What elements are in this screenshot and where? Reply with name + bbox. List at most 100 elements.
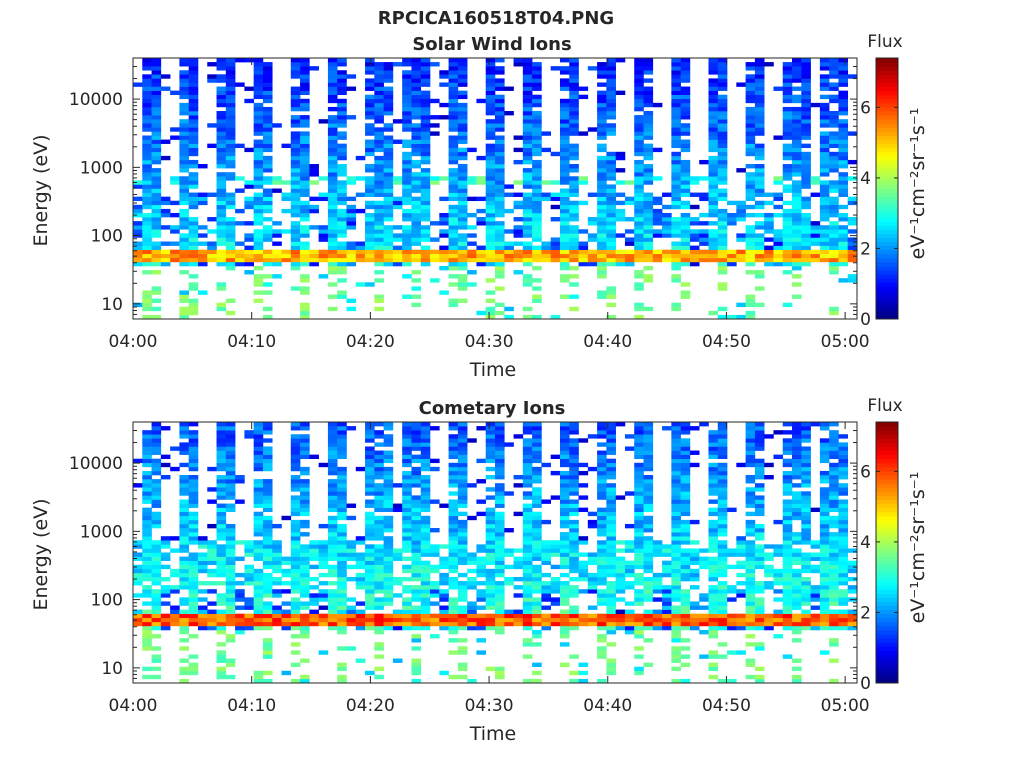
heatmap-cell (745, 625, 756, 631)
heatmap-cell (597, 70, 607, 75)
heatmap-cell (513, 613, 524, 619)
heatmap-cell (262, 217, 273, 222)
heatmap-cell (792, 568, 802, 574)
heatmap-cell (643, 662, 654, 667)
heatmap-cell (253, 617, 264, 623)
heatmap-cell (624, 617, 635, 623)
heatmap-cell (671, 200, 681, 206)
heatmap-cell (717, 654, 728, 659)
heatmap-cell (457, 487, 468, 492)
heatmap-cell (522, 249, 533, 255)
heatmap-cell (346, 176, 357, 181)
heatmap-cell (819, 511, 830, 517)
heatmap-cell (411, 548, 422, 553)
heatmap-cell (699, 192, 709, 197)
heatmap-cell (838, 139, 849, 144)
heatmap-cell (281, 143, 292, 149)
heatmap-cell (532, 572, 542, 578)
heatmap-cell (337, 196, 347, 202)
heatmap-cell (792, 572, 802, 578)
heatmap-cell (680, 564, 691, 570)
heatmap-cell (829, 164, 839, 169)
heatmap-cell (838, 212, 849, 218)
heatmap-cell (485, 253, 496, 259)
colorbar-segment (876, 253, 898, 259)
heatmap-cell (420, 123, 431, 128)
heatmap-cell (699, 159, 709, 165)
heatmap-cell (643, 204, 654, 210)
heatmap-cell (745, 519, 756, 525)
heatmap-cell (606, 290, 616, 295)
heatmap-cell (829, 536, 839, 541)
heatmap-cell (745, 503, 756, 508)
heatmap-cell (550, 314, 561, 320)
heatmap-cell (383, 225, 394, 230)
heatmap-cell (225, 241, 236, 246)
heatmap-cell (513, 617, 524, 623)
heatmap-cell (829, 188, 839, 193)
colorbar-segment (876, 90, 898, 96)
heatmap-cell (327, 212, 338, 218)
heatmap-cell (559, 552, 570, 557)
colorbar-tick-label: 6 (860, 98, 871, 118)
heatmap-cell (801, 70, 811, 75)
heatmap-cell (383, 78, 394, 83)
heatmap-cell (532, 217, 542, 222)
heatmap-cell (792, 282, 802, 287)
heatmap-cell (782, 127, 793, 132)
heatmap-cell (225, 98, 236, 104)
heatmap-cell (365, 556, 375, 561)
heatmap-cell (430, 564, 440, 570)
heatmap-cell (207, 621, 217, 627)
heatmap-cell (643, 86, 654, 91)
heatmap-cell (290, 487, 301, 492)
heatmap-cell (532, 94, 542, 100)
heatmap-cell (430, 278, 440, 283)
heatmap-cell (327, 90, 338, 96)
heatmap-cell (142, 544, 152, 549)
heatmap-cell (634, 200, 644, 206)
heatmap-cell (327, 74, 338, 79)
heatmap-cell (374, 127, 384, 132)
heatmap-cell (300, 204, 310, 210)
heatmap-cell (179, 585, 189, 590)
heatmap-cell (708, 483, 719, 488)
heatmap-cell (151, 115, 162, 120)
heatmap-cell (652, 102, 663, 108)
heatmap-cell (522, 74, 533, 79)
heatmap-cell (819, 544, 830, 549)
heatmap-cell (365, 102, 375, 108)
heatmap-cell (457, 94, 468, 100)
heatmap-cell (671, 666, 681, 672)
heatmap-cell (708, 94, 719, 100)
heatmap-cell (643, 192, 654, 197)
heatmap-cell (346, 306, 357, 312)
heatmap-cell (430, 548, 440, 553)
heatmap-cell (337, 666, 347, 672)
heatmap-cell (522, 552, 533, 557)
heatmap-cell (300, 241, 310, 246)
heatmap-cell (188, 576, 199, 582)
heatmap-cell (532, 135, 542, 140)
heatmap-cell (745, 62, 756, 67)
heatmap-cell (819, 78, 830, 83)
heatmap-cell (615, 168, 626, 173)
heatmap-cell (216, 58, 227, 63)
heatmap-cell (439, 589, 449, 594)
heatmap-cell (179, 257, 189, 263)
heatmap-cell (495, 495, 505, 500)
heatmap-cell (448, 237, 459, 242)
heatmap-cell (392, 180, 403, 185)
heatmap-cell (829, 564, 839, 570)
heatmap-cell (782, 147, 793, 153)
heatmap-cell (717, 74, 728, 79)
heatmap-cell (745, 82, 756, 87)
heatmap-cell (420, 523, 431, 529)
heatmap-cell (643, 589, 654, 594)
heatmap-cell (346, 225, 357, 230)
heatmap-cell (327, 62, 338, 67)
heatmap-cell (374, 74, 384, 79)
heatmap-cell (430, 257, 440, 263)
heatmap-cell (754, 168, 765, 173)
heatmap-cell (634, 98, 644, 104)
